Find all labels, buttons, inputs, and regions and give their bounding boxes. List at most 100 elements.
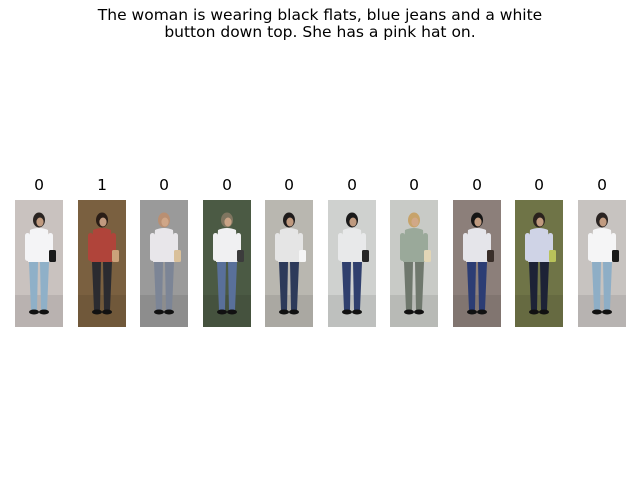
gallery-item: 0 <box>140 176 188 327</box>
person-leg <box>603 262 612 310</box>
person-photo <box>265 200 313 327</box>
ground <box>140 295 188 327</box>
person-leg <box>529 262 538 310</box>
person-photo <box>578 200 626 327</box>
person-shoe <box>404 309 414 315</box>
person-shoe <box>217 309 227 315</box>
person-arm <box>25 233 30 261</box>
person-shoe <box>154 309 164 315</box>
person-shoe <box>477 309 487 315</box>
person-top <box>278 228 300 262</box>
person-leg <box>279 262 288 310</box>
person-photo <box>15 200 63 327</box>
person-leg <box>103 262 112 310</box>
person-arm <box>338 233 343 261</box>
person-shoe <box>602 309 612 315</box>
person-shoe <box>227 309 237 315</box>
person-shoe <box>592 309 602 315</box>
person-shoe <box>92 309 102 315</box>
gallery-item: 0 <box>203 176 251 327</box>
person-photo <box>390 200 438 327</box>
person-photo <box>328 200 376 327</box>
ground <box>390 295 438 327</box>
ground <box>203 295 251 327</box>
person-leg <box>342 262 351 310</box>
person-shoe <box>164 309 174 315</box>
ground <box>453 295 501 327</box>
match-label: 0 <box>34 176 44 194</box>
person-leg <box>467 262 476 310</box>
gallery-item: 0 <box>453 176 501 327</box>
person-arm <box>275 233 280 261</box>
ground <box>515 295 563 327</box>
caption-line-1: The woman is wearing black flats, blue j… <box>97 6 543 24</box>
person-top <box>403 228 425 262</box>
match-label: 1 <box>97 176 107 194</box>
match-label: 0 <box>472 176 482 194</box>
person-leg <box>228 262 237 310</box>
person-top <box>528 228 550 262</box>
person-accessory <box>174 250 181 262</box>
gallery-item: 0 <box>15 176 63 327</box>
person-top <box>28 228 50 262</box>
ground <box>578 295 626 327</box>
person-leg <box>154 262 163 310</box>
gallery-item: 0 <box>328 176 376 327</box>
query-caption: The woman is wearing black flats, blue j… <box>0 7 640 41</box>
match-label: 0 <box>222 176 232 194</box>
person-shoe <box>39 309 49 315</box>
person-top <box>341 228 363 262</box>
person-leg <box>404 262 413 310</box>
person-accessory <box>49 250 56 262</box>
person-top <box>91 228 113 262</box>
person-arm <box>588 233 593 261</box>
match-label: 0 <box>597 176 607 194</box>
gallery-item: 0 <box>390 176 438 327</box>
person-photo <box>78 200 126 327</box>
person-shoe <box>539 309 549 315</box>
person-leg <box>415 262 424 310</box>
gallery-item: 0 <box>578 176 626 327</box>
person-arm <box>213 233 218 261</box>
person-accessory <box>299 250 306 262</box>
person-leg <box>40 262 49 310</box>
person-shoe <box>352 309 362 315</box>
person-photo <box>203 200 251 327</box>
match-label: 0 <box>159 176 169 194</box>
person-shoe <box>529 309 539 315</box>
person-top <box>591 228 613 262</box>
person-accessory <box>424 250 431 262</box>
person-leg <box>217 262 226 310</box>
person-accessory <box>487 250 494 262</box>
person-arm <box>150 233 155 261</box>
person-photo <box>140 200 188 327</box>
gallery-item: 0 <box>265 176 313 327</box>
person-shoe <box>414 309 424 315</box>
person-accessory <box>237 250 244 262</box>
person-accessory <box>112 250 119 262</box>
person-top <box>466 228 488 262</box>
person-shoe <box>102 309 112 315</box>
person-accessory <box>612 250 619 262</box>
ground <box>78 295 126 327</box>
person-arm <box>88 233 93 261</box>
person-arm <box>463 233 468 261</box>
person-shoe <box>342 309 352 315</box>
ground <box>265 295 313 327</box>
person-leg <box>540 262 549 310</box>
person-accessory <box>362 250 369 262</box>
person-leg <box>92 262 101 310</box>
person-leg <box>353 262 362 310</box>
match-label: 0 <box>347 176 357 194</box>
person-shoe <box>467 309 477 315</box>
caption-line-2: button down top. She has a pink hat on. <box>164 23 476 41</box>
person-shoe <box>29 309 39 315</box>
match-label: 0 <box>534 176 544 194</box>
person-photo <box>453 200 501 327</box>
person-leg <box>592 262 601 310</box>
person-arm <box>525 233 530 261</box>
gallery-item: 1 <box>78 176 126 327</box>
person-shoe <box>289 309 299 315</box>
person-arm <box>400 233 405 261</box>
person-photo <box>515 200 563 327</box>
